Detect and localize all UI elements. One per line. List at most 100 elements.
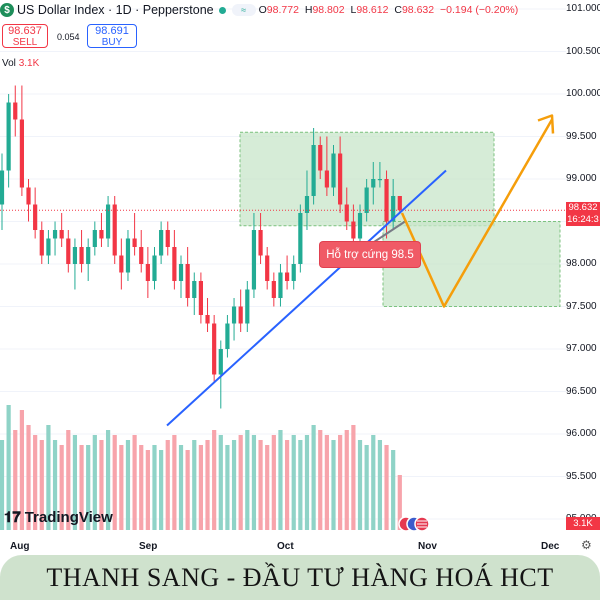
volume-bar	[364, 445, 369, 530]
volume-bar	[192, 440, 197, 530]
candle-body	[99, 230, 104, 239]
candle-body	[145, 264, 150, 281]
volume-bar	[139, 445, 144, 530]
volume-bar	[225, 445, 230, 530]
candle-body	[291, 264, 296, 281]
last-price-tag: 98.632 16:24:3	[566, 202, 600, 226]
buy-button[interactable]: 98.691 BUY	[87, 24, 137, 48]
support-annotation[interactable]: Hỗ trợ cứng 98.5	[320, 242, 420, 267]
volume-bar	[311, 425, 316, 530]
candle-body	[371, 179, 376, 188]
volume-bar	[304, 435, 310, 530]
volume-bar	[397, 475, 402, 530]
candle-body	[132, 238, 137, 247]
candle-body	[298, 213, 303, 264]
volume-bar	[33, 435, 38, 530]
candle-body	[251, 230, 257, 290]
price-axis-label: 95.500	[566, 470, 597, 482]
candles	[0, 85, 402, 409]
candle-body	[258, 230, 263, 256]
spread-value: 0.054	[57, 32, 80, 42]
volume-bar	[112, 435, 117, 530]
candle-body	[331, 153, 336, 188]
indicator-badge[interactable]: ≈	[231, 4, 256, 16]
status-dot-icon	[218, 6, 226, 14]
candle-body	[384, 179, 389, 222]
candle-body	[205, 315, 210, 324]
price-axis-label: 97.000	[566, 343, 597, 354]
price-axis-label: 96.000	[566, 428, 597, 439]
candle-body	[238, 306, 243, 324]
volume-bar	[152, 445, 157, 530]
chart-header: $ US Dollar Index · 1D · Pepperstone ≈ O…	[0, 0, 521, 20]
sell-button[interactable]: 98.637 SELL	[2, 24, 48, 48]
volume-bar	[72, 435, 78, 530]
candle-body	[6, 102, 11, 171]
volume-bar	[92, 435, 97, 530]
candle-body	[304, 196, 310, 213]
time-axis-label: Oct	[277, 541, 294, 552]
candle-body	[72, 247, 78, 264]
price-axis-label: 100.500	[566, 45, 600, 57]
candle-body	[364, 187, 369, 213]
price-axis-label: 99.000	[566, 173, 597, 184]
candle-body	[165, 230, 170, 247]
candle-body	[172, 247, 177, 281]
candle-body	[66, 238, 71, 264]
candle-body	[212, 323, 217, 375]
volume-bar	[231, 440, 237, 530]
volume-bar	[185, 450, 190, 530]
volume-bar	[178, 445, 184, 530]
candle-body	[225, 323, 230, 349]
volume-bar	[165, 440, 170, 530]
candle-body	[265, 255, 270, 281]
volume-bar	[46, 425, 51, 530]
candle-body	[198, 281, 203, 315]
volume-tag: 3.1K	[566, 517, 600, 530]
candle-body	[318, 145, 323, 171]
candle-body	[231, 306, 237, 324]
volume-bar	[251, 435, 257, 530]
gear-icon[interactable]: ⚙	[581, 538, 592, 552]
candle-body	[218, 349, 223, 375]
volume-bar	[6, 405, 11, 530]
volume-bar	[284, 440, 290, 530]
time-axis-label: Sep	[139, 541, 158, 552]
candle-body	[119, 255, 124, 273]
candle-body	[79, 247, 84, 264]
volume-bar	[351, 425, 356, 530]
volume-bar	[384, 445, 389, 530]
volume-bar	[13, 430, 18, 530]
tradingview-watermark: 𝟏𝟕 TradingView	[4, 508, 113, 526]
volume-bar	[19, 410, 24, 530]
candle-body	[86, 247, 91, 264]
candle-body	[152, 255, 157, 281]
symbol-title[interactable]: US Dollar Index · 1D · Pepperstone	[17, 3, 214, 17]
volume-bar	[52, 440, 58, 530]
candle-body	[178, 264, 184, 281]
candle-body	[391, 196, 396, 222]
volume-bar	[218, 435, 223, 530]
volume-bars	[0, 405, 402, 530]
price-axis-label: 101.000	[566, 3, 600, 14]
candle-body	[284, 272, 290, 281]
candle-body	[271, 281, 276, 298]
candle-body	[46, 238, 51, 256]
volume-bar	[212, 430, 217, 530]
ohlc-values: O98.772 H98.802 L98.612 C98.632 −0.194 (…	[258, 4, 519, 16]
volume-bar	[344, 430, 349, 530]
volume-bar	[39, 440, 44, 530]
volume-bar	[331, 440, 336, 530]
candle-body	[139, 247, 144, 264]
volume-bar	[391, 450, 396, 530]
candle-body	[33, 204, 38, 230]
candle-body	[125, 238, 131, 273]
buy-label: BUY	[101, 37, 123, 48]
volume-bar	[145, 450, 150, 530]
price-axis-label: 99.500	[566, 130, 597, 142]
candle-body	[338, 153, 343, 205]
candle-body	[324, 170, 329, 188]
volume-bar	[119, 445, 124, 530]
volume-bar	[198, 445, 203, 530]
